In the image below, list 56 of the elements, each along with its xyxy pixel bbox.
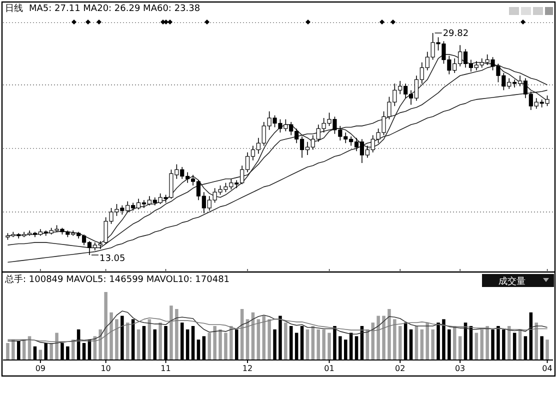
bar (393, 319, 396, 360)
annotation: 13.05 (99, 254, 126, 264)
x-tick-label: 04 (542, 364, 552, 373)
bar (398, 326, 402, 360)
x-tick-label: 01 (324, 364, 334, 373)
bar (420, 329, 424, 360)
chart-subtitle: MA5: 27.11 MA20: 26.29 MA60: 23.38 (29, 4, 200, 14)
bar (431, 329, 434, 360)
x-tick-label: 11 (160, 364, 171, 373)
bar (50, 343, 53, 360)
bar (218, 329, 222, 360)
bar (306, 329, 310, 360)
bar (388, 309, 391, 360)
bar (12, 340, 15, 360)
bar (115, 319, 118, 360)
bar (426, 322, 430, 360)
bar (268, 319, 271, 360)
bar (71, 340, 75, 360)
bar (534, 322, 538, 360)
chart-title: 总手: 100849 MAVOL5: 146599 MAVOL10: 170481 (4, 274, 230, 285)
bar (316, 329, 320, 360)
bar (55, 332, 58, 360)
bar (170, 306, 173, 360)
bar (376, 316, 380, 360)
bar (213, 326, 216, 360)
x-tick-label: 09 (35, 364, 46, 373)
bar (224, 332, 228, 360)
bar (110, 312, 113, 360)
bar (104, 292, 108, 360)
bar (458, 336, 462, 360)
bar (546, 340, 549, 360)
bar (6, 343, 10, 360)
bar (136, 329, 140, 360)
bar (98, 329, 102, 360)
bar (480, 329, 484, 360)
bar (507, 326, 511, 360)
bar (382, 316, 386, 360)
x-tick-label: 03 (454, 364, 466, 373)
bar (284, 322, 288, 360)
bar (452, 326, 456, 360)
x-tick-label: 10 (100, 364, 111, 373)
bar (158, 322, 162, 360)
bar (230, 326, 233, 360)
bar (262, 316, 266, 360)
bar (208, 332, 212, 360)
annotation: 29.82 (442, 29, 469, 39)
chart-title: 日线 (5, 3, 23, 14)
x-tick-label: 12 (242, 364, 253, 373)
bar (322, 329, 326, 360)
bar (126, 322, 130, 360)
bar (486, 326, 489, 360)
text: 成交量 (498, 276, 526, 287)
bar (328, 332, 331, 360)
bar (175, 309, 178, 360)
bar (371, 322, 375, 360)
x-tick-label: 02 (395, 364, 406, 373)
